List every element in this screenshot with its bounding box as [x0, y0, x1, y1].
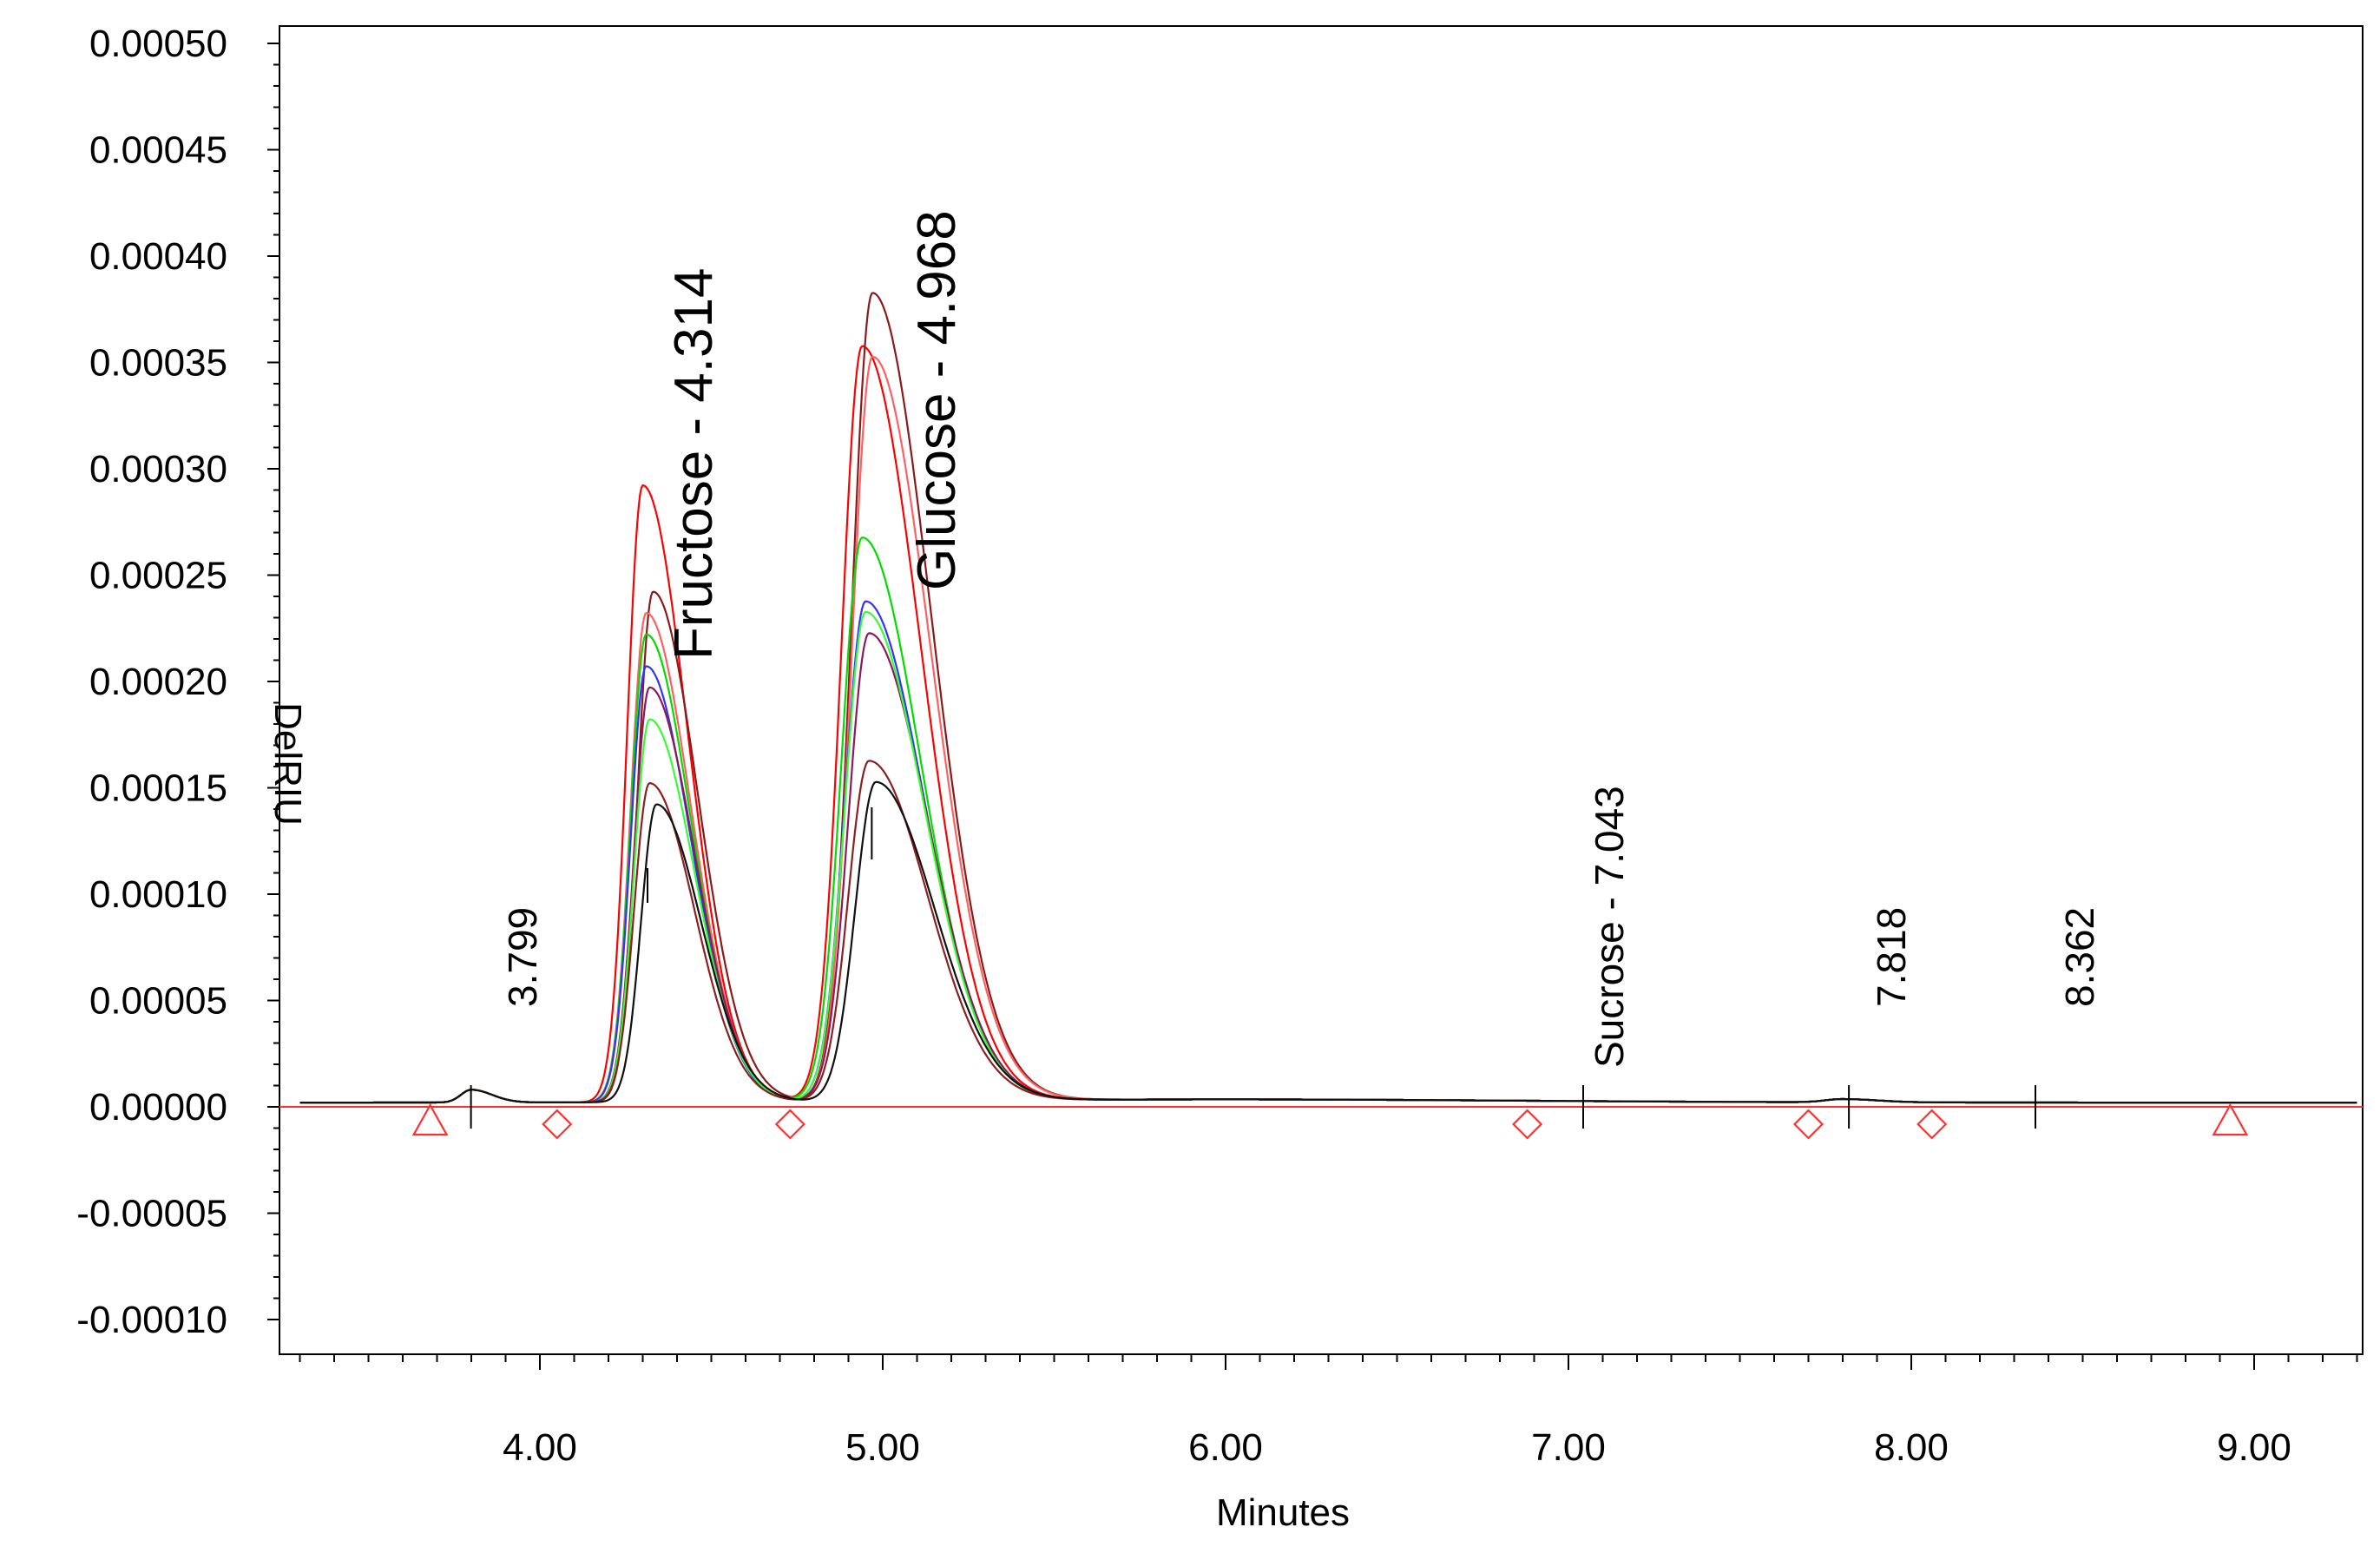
y-tick-label: -0.00010: [76, 1299, 227, 1341]
trace-line: [299, 632, 2357, 1104]
y-tick-label: 0.00040: [89, 235, 227, 278]
diamond-marker: [1916, 1109, 1948, 1140]
diamond-marker: [774, 1109, 805, 1140]
trace-line: [299, 610, 2357, 1104]
x-tick-label: 5.00: [845, 1426, 920, 1469]
y-tick-label: 0.00020: [89, 661, 227, 703]
x-tick-label: 9.00: [2217, 1426, 2291, 1469]
x-axis: 4.00 5.00 6.00 7.00 8.00 9.00: [299, 1354, 2358, 1469]
y-tick-label: 0.00025: [89, 555, 227, 597]
y-tick-label: 0.00035: [89, 342, 227, 385]
chromatogram-traces: [299, 292, 2357, 1104]
y-tick-label: 0.00000: [89, 1086, 227, 1129]
y-tick-label: 0.00045: [89, 129, 227, 172]
trace-line: [299, 536, 2357, 1104]
peak-label: Fructose - 4.314: [664, 268, 724, 660]
diamond-marker: [542, 1109, 573, 1140]
trace-line: [299, 780, 2357, 1104]
x-tick-label: 8.00: [1874, 1426, 1949, 1469]
trace-line: [299, 292, 2357, 1104]
diamond-marker: [1792, 1109, 1824, 1140]
y-tick-label: 0.00005: [89, 980, 227, 1023]
y-axis: 0.00050 0.00045 0.00040 0.00035 0.00030 0.000…: [76, 23, 279, 1341]
peak-label: Glucose - 4.968: [907, 210, 967, 590]
peak-label: Sucrose - 7.043: [1587, 786, 1632, 1068]
peak-labels: 3.799 Fructose - 4.314 Glucose - 4.968 Sucr…: [470, 210, 2102, 1129]
integration-markers: [411, 1103, 2249, 1140]
triangle-marker: [2212, 1103, 2249, 1136]
trace-line: [299, 345, 2357, 1104]
peak-label: 3.799: [500, 907, 545, 1007]
y-tick-label: -0.00005: [76, 1193, 227, 1235]
x-tick-label: 4.00: [503, 1426, 577, 1469]
x-axis-label: Minutes: [1216, 1491, 1350, 1534]
x-tick-label: 7.00: [1531, 1426, 1606, 1469]
triangle-marker: [411, 1103, 449, 1136]
diamond-marker: [1512, 1109, 1543, 1140]
trace-line: [299, 600, 2357, 1104]
x-tick-label: 6.00: [1188, 1426, 1263, 1469]
y-tick-label: 0.00015: [89, 767, 227, 810]
y-axis-label: DelRIU: [266, 702, 309, 826]
plot-frame: [279, 25, 2364, 1355]
trace-line: [299, 355, 2357, 1104]
peak-label: 8.362: [2057, 907, 2102, 1007]
y-tick-label: 0.00030: [89, 448, 227, 490]
peak-label: 7.818: [1869, 907, 1914, 1007]
y-tick-label: 0.00010: [89, 873, 227, 916]
y-tick-label: 0.00050: [89, 23, 227, 65]
